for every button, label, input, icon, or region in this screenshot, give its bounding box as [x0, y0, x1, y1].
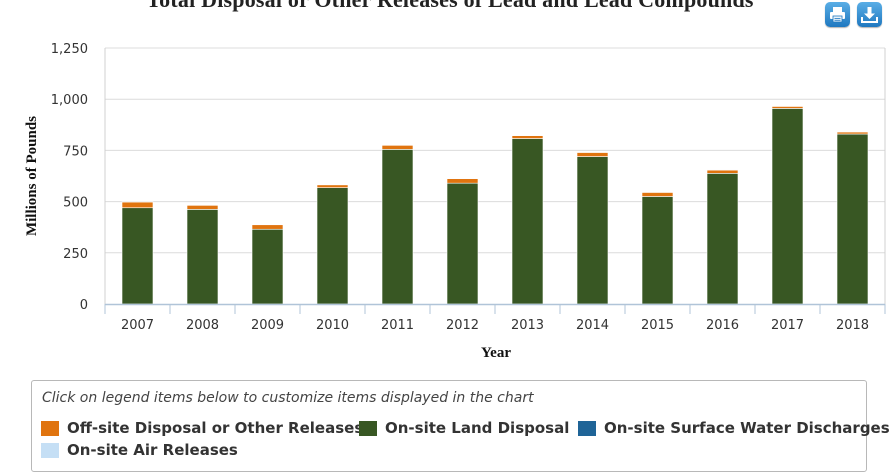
chart-plot: 0 250 500 750 1,000 1,250 2007 2008 2009 2010 2011… — [0, 0, 893, 378]
legend-swatch-offsite-disposal — [41, 421, 59, 436]
bar-on-site-land-disposal-2007[interactable] — [122, 208, 153, 304]
bar-on-site-land-disposal-2011[interactable] — [382, 149, 413, 304]
x-tick-label: 2018 — [836, 318, 869, 333]
bar-on-site-land-disposal-2014[interactable] — [577, 157, 608, 304]
bar-off-site-disposal-or-other-releases-2018[interactable] — [837, 132, 868, 134]
legend-item-onsite-land-disposal[interactable]: On-site Land Disposal — [359, 418, 569, 438]
legend-label: On-site Surface Water Discharges — [604, 419, 890, 437]
legend-swatch-onsite-land-disposal — [359, 421, 377, 436]
x-tick-label: 2012 — [446, 318, 479, 333]
y-axis-title: Millions of Pounds — [24, 116, 40, 236]
bar-on-site-land-disposal-2017[interactable] — [772, 108, 803, 304]
bar-off-site-disposal-or-other-releases-2010[interactable] — [317, 185, 348, 188]
legend-label: On-site Land Disposal — [385, 419, 569, 437]
x-tick-label: 2016 — [706, 318, 739, 333]
bar-off-site-disposal-or-other-releases-2013[interactable] — [512, 136, 543, 139]
x-tick-label: 2017 — [771, 318, 804, 333]
x-tick-label: 2009 — [251, 318, 284, 333]
legend-item-onsite-air-releases[interactable]: On-site Air Releases — [41, 440, 238, 460]
bar-on-site-land-disposal-2015[interactable] — [642, 196, 673, 304]
bar-on-site-land-disposal-2018[interactable] — [837, 134, 868, 304]
x-tick-label: 2010 — [316, 318, 349, 333]
x-tick-label: 2014 — [576, 318, 609, 333]
legend-box: Click on legend items below to customize… — [31, 380, 867, 472]
y-tick-label: 750 — [63, 144, 88, 159]
legend-item-offsite-disposal[interactable]: Off-site Disposal or Other Releases — [41, 418, 363, 438]
bar-group — [122, 106, 868, 304]
x-tick-label: 2011 — [381, 318, 414, 333]
x-tick-label: 2007 — [121, 318, 154, 333]
bar-on-site-land-disposal-2016[interactable] — [707, 173, 738, 304]
bar-off-site-disposal-or-other-releases-2016[interactable] — [707, 170, 738, 173]
x-tick-label: 2015 — [641, 318, 674, 333]
bar-off-site-disposal-or-other-releases-2009[interactable] — [252, 225, 283, 230]
bar-on-site-land-disposal-2010[interactable] — [317, 188, 348, 304]
bar-off-site-disposal-or-other-releases-2007[interactable] — [122, 202, 153, 208]
bar-on-site-land-disposal-2009[interactable] — [252, 229, 283, 304]
y-tick-label: 0 — [80, 298, 88, 313]
grid-lines — [105, 48, 885, 253]
legend-item-onsite-surface-water[interactable]: On-site Surface Water Discharges — [578, 418, 890, 438]
bar-on-site-land-disposal-2008[interactable] — [187, 209, 218, 304]
y-tick-label: 500 — [63, 196, 88, 211]
legend-label: On-site Air Releases — [67, 441, 238, 459]
x-tick-label: 2008 — [186, 318, 219, 333]
bar-on-site-land-disposal-2013[interactable] — [512, 139, 543, 304]
y-tick-label: 250 — [63, 247, 88, 262]
bar-off-site-disposal-or-other-releases-2012[interactable] — [447, 179, 478, 184]
legend-hint: Click on legend items below to customize… — [42, 390, 534, 406]
bar-off-site-disposal-or-other-releases-2017[interactable] — [772, 106, 803, 108]
x-axis-title: Year — [481, 345, 511, 361]
bar-off-site-disposal-or-other-releases-2015[interactable] — [642, 192, 673, 196]
y-tick-label: 1,000 — [51, 93, 88, 108]
y-tick-label: 1,250 — [51, 42, 88, 57]
bar-off-site-disposal-or-other-releases-2008[interactable] — [187, 205, 218, 209]
legend-swatch-onsite-air-releases — [41, 443, 59, 458]
bar-off-site-disposal-or-other-releases-2014[interactable] — [577, 152, 608, 156]
bar-off-site-disposal-or-other-releases-2011[interactable] — [382, 145, 413, 149]
legend-swatch-onsite-surface-water — [578, 421, 596, 436]
legend-label: Off-site Disposal or Other Releases — [67, 419, 363, 437]
x-tick-label: 2013 — [511, 318, 544, 333]
bar-on-site-land-disposal-2012[interactable] — [447, 183, 478, 304]
